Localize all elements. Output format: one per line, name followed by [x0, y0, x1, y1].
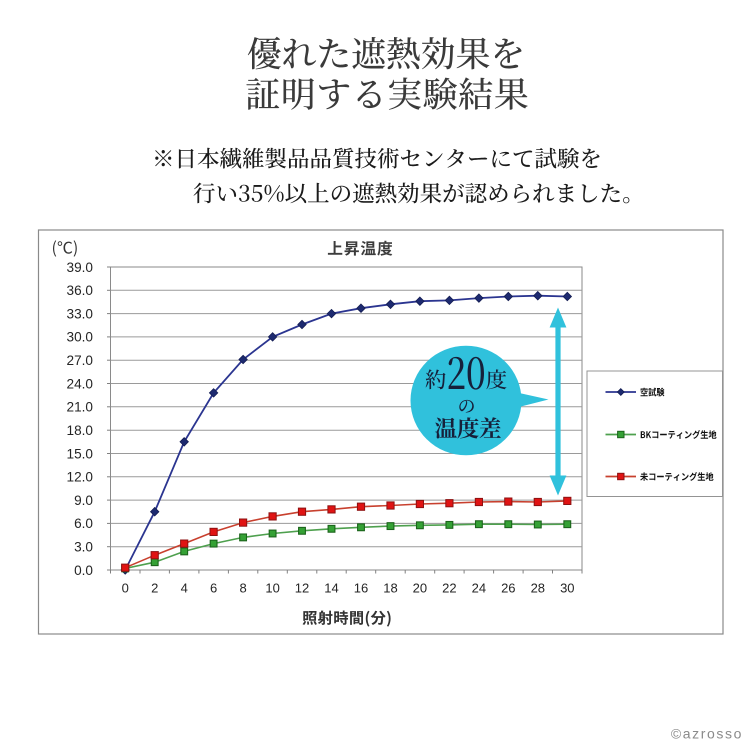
- svg-text:39.0: 39.0: [67, 260, 94, 275]
- svg-text:28: 28: [531, 581, 545, 596]
- svg-text:©azrosso: ©azrosso: [671, 725, 743, 741]
- svg-text:18: 18: [383, 581, 397, 596]
- svg-text:12.0: 12.0: [67, 470, 94, 485]
- svg-text:10: 10: [265, 581, 279, 596]
- svg-text:6: 6: [210, 581, 217, 596]
- svg-text:15.0: 15.0: [67, 446, 94, 461]
- svg-text:21.0: 21.0: [67, 400, 94, 415]
- svg-text:20: 20: [413, 581, 427, 596]
- svg-text:33.0: 33.0: [67, 306, 94, 321]
- svg-text:4: 4: [181, 581, 188, 596]
- svg-text:14: 14: [324, 581, 338, 596]
- svg-text:18.0: 18.0: [67, 423, 94, 438]
- svg-text:24: 24: [472, 581, 486, 596]
- svg-text:30: 30: [560, 581, 574, 596]
- svg-text:22: 22: [442, 581, 456, 596]
- svg-text:6.0: 6.0: [74, 516, 93, 531]
- svg-text:24.0: 24.0: [67, 376, 94, 391]
- svg-text:30.0: 30.0: [67, 330, 94, 345]
- svg-text:8: 8: [239, 581, 246, 596]
- svg-text:12: 12: [295, 581, 309, 596]
- svg-text:2: 2: [151, 581, 158, 596]
- svg-text:9.0: 9.0: [74, 493, 93, 508]
- svg-text:3.0: 3.0: [74, 540, 93, 555]
- svg-text:16: 16: [354, 581, 368, 596]
- svg-text:0.0: 0.0: [74, 563, 93, 578]
- svg-text:27.0: 27.0: [67, 353, 94, 368]
- svg-text:26: 26: [501, 581, 515, 596]
- svg-text:0: 0: [122, 581, 129, 596]
- svg-text:36.0: 36.0: [67, 283, 94, 298]
